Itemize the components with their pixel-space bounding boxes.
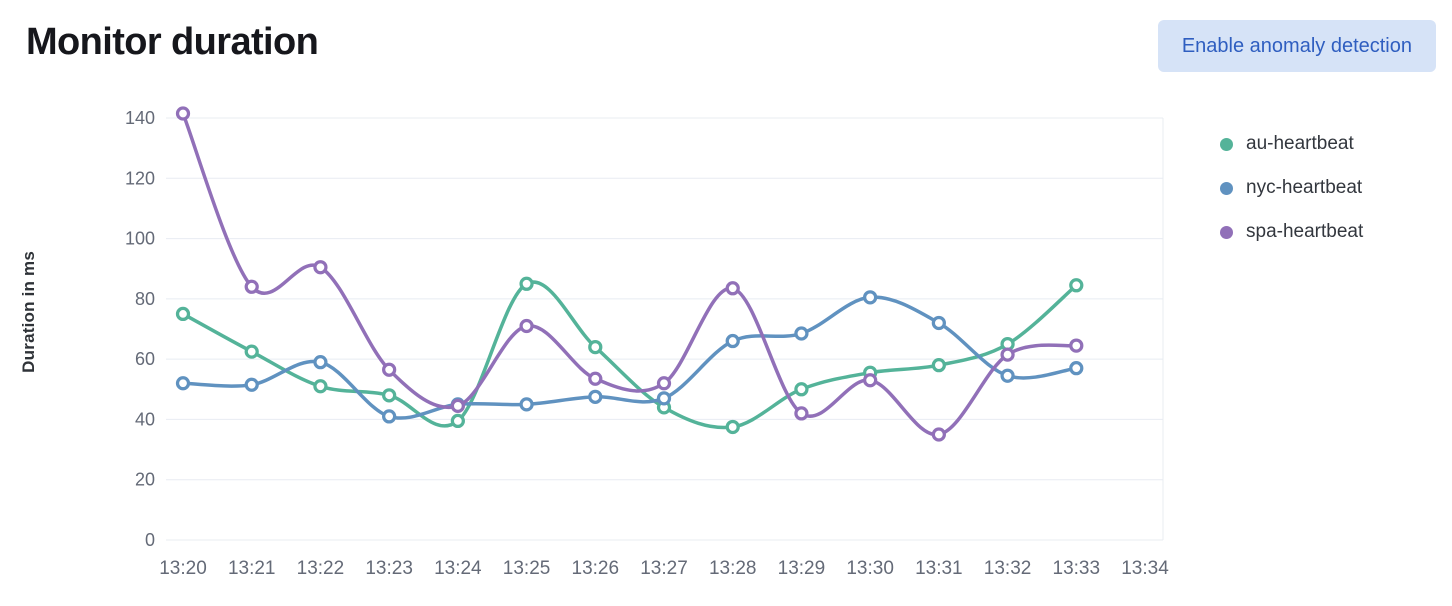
x-tick-label: 13:34: [1121, 558, 1169, 579]
gridlines: [166, 117, 1164, 541]
x-tick-label: 13:32: [984, 558, 1032, 579]
page-title: Monitor duration: [26, 21, 319, 63]
data-point-spa-heartbeat: [588, 371, 603, 386]
x-tick-label: 13:22: [297, 558, 345, 579]
data-point-au-heartbeat: [588, 339, 603, 355]
data-point-spa-heartbeat: [863, 373, 878, 388]
legend-item-au-heartbeat[interactable]: au-heartbeat: [1220, 122, 1452, 166]
data-point-spa-heartbeat: [725, 281, 740, 296]
data-point-nyc-heartbeat: [313, 355, 328, 370]
enable-anomaly-detection-button[interactable]: Enable anomaly detection: [1157, 20, 1436, 72]
data-point-nyc-heartbeat: [656, 391, 672, 406]
x-tick-label: 13:31: [915, 558, 963, 579]
y-tick-label: 120: [125, 168, 155, 188]
y-tick-label: 140: [125, 108, 155, 128]
y-tick-label: 40: [135, 409, 155, 429]
data-point-spa-heartbeat: [450, 398, 465, 413]
data-point-nyc-heartbeat: [931, 315, 946, 331]
data-point-au-heartbeat: [175, 306, 191, 322]
data-point-spa-heartbeat: [1000, 347, 1015, 362]
data-point-au-heartbeat: [794, 382, 809, 397]
legend-item-nyc-heartbeat[interactable]: nyc-heartbeat: [1220, 166, 1452, 210]
y-axis-title-column: Duration in ms: [0, 104, 58, 584]
data-point-nyc-heartbeat: [1069, 361, 1084, 376]
x-tick-label: 13:27: [640, 558, 688, 579]
data-point-spa-heartbeat: [656, 376, 672, 391]
x-tick-label: 13:30: [846, 558, 894, 579]
data-point-au-heartbeat: [725, 419, 740, 435]
legend-color-dot: [1220, 137, 1233, 151]
data-point-spa-heartbeat: [175, 106, 191, 121]
data-point-nyc-heartbeat: [588, 389, 603, 404]
y-tick-label: 20: [135, 470, 155, 490]
y-tick-label: 60: [135, 349, 155, 369]
legend-label: spa-heartbeat: [1246, 221, 1364, 242]
data-point-nyc-heartbeat: [725, 333, 740, 349]
data-point-spa-heartbeat: [794, 406, 809, 421]
y-tick-label: 80: [135, 289, 155, 309]
legend-color-dot: [1220, 225, 1233, 239]
series-line-au-heartbeat: [181, 280, 1079, 430]
y-tick-label: 0: [145, 530, 155, 550]
legend-item-spa-heartbeat[interactable]: spa-heartbeat: [1220, 210, 1452, 254]
legend-label: au-heartbeat: [1246, 133, 1354, 154]
x-tick-label: 13:29: [778, 558, 826, 579]
x-tick-label: 13:20: [159, 558, 207, 579]
data-point-au-heartbeat: [1069, 278, 1084, 293]
x-tick-label: 13:21: [228, 558, 276, 579]
data-point-spa-heartbeat: [244, 279, 259, 294]
y-axis-tick-labels: 0 20 40 60 80 100 120 140: [125, 108, 155, 550]
data-point-nyc-heartbeat: [863, 290, 878, 305]
series-spa-heartbeat: [175, 106, 1084, 442]
data-point-nyc-heartbeat: [175, 376, 191, 391]
data-point-au-heartbeat: [519, 276, 534, 291]
chart-legend: au-heartbeat nyc-heartbeat spa-heartbeat: [1178, 104, 1452, 584]
series-nyc-heartbeat: [175, 290, 1084, 424]
data-point-spa-heartbeat: [1069, 338, 1084, 353]
data-point-spa-heartbeat: [382, 362, 397, 377]
data-point-nyc-heartbeat: [794, 326, 809, 341]
x-tick-label: 13:28: [709, 558, 757, 579]
data-point-au-heartbeat: [450, 413, 465, 429]
data-point-spa-heartbeat: [313, 260, 328, 275]
legend-color-dot: [1220, 181, 1233, 195]
data-point-au-heartbeat: [931, 358, 946, 373]
data-point-spa-heartbeat: [931, 427, 946, 442]
x-tick-label: 13:24: [434, 558, 482, 579]
x-tick-label: 13:25: [503, 558, 551, 579]
x-tick-label: 13:33: [1053, 558, 1101, 579]
y-axis-title: Duration in ms: [19, 251, 38, 373]
x-tick-label: 13:26: [572, 558, 620, 579]
data-point-au-heartbeat: [244, 344, 259, 359]
data-point-nyc-heartbeat: [382, 409, 397, 424]
x-axis-tick-labels: 13:20 13:21 13:22 13:23 13:24 13:25 13:26 13:27…: [159, 558, 1169, 579]
data-point-nyc-heartbeat: [244, 377, 259, 392]
data-point-nyc-heartbeat: [519, 397, 534, 412]
data-point-au-heartbeat: [313, 379, 328, 394]
page-header: Monitor duration Enable anomaly detectio…: [0, 0, 1452, 72]
y-tick-label: 100: [125, 229, 155, 249]
legend-label: nyc-heartbeat: [1246, 177, 1363, 198]
monitor-duration-chart: Duration in ms 0 20 40 60 80 100 120 140 13:20 13…: [0, 104, 1452, 584]
data-point-nyc-heartbeat: [1000, 368, 1015, 383]
series-au-heartbeat: [175, 276, 1084, 435]
data-point-au-heartbeat: [382, 388, 397, 403]
data-point-spa-heartbeat: [519, 318, 534, 334]
x-tick-label: 13:23: [365, 558, 413, 579]
